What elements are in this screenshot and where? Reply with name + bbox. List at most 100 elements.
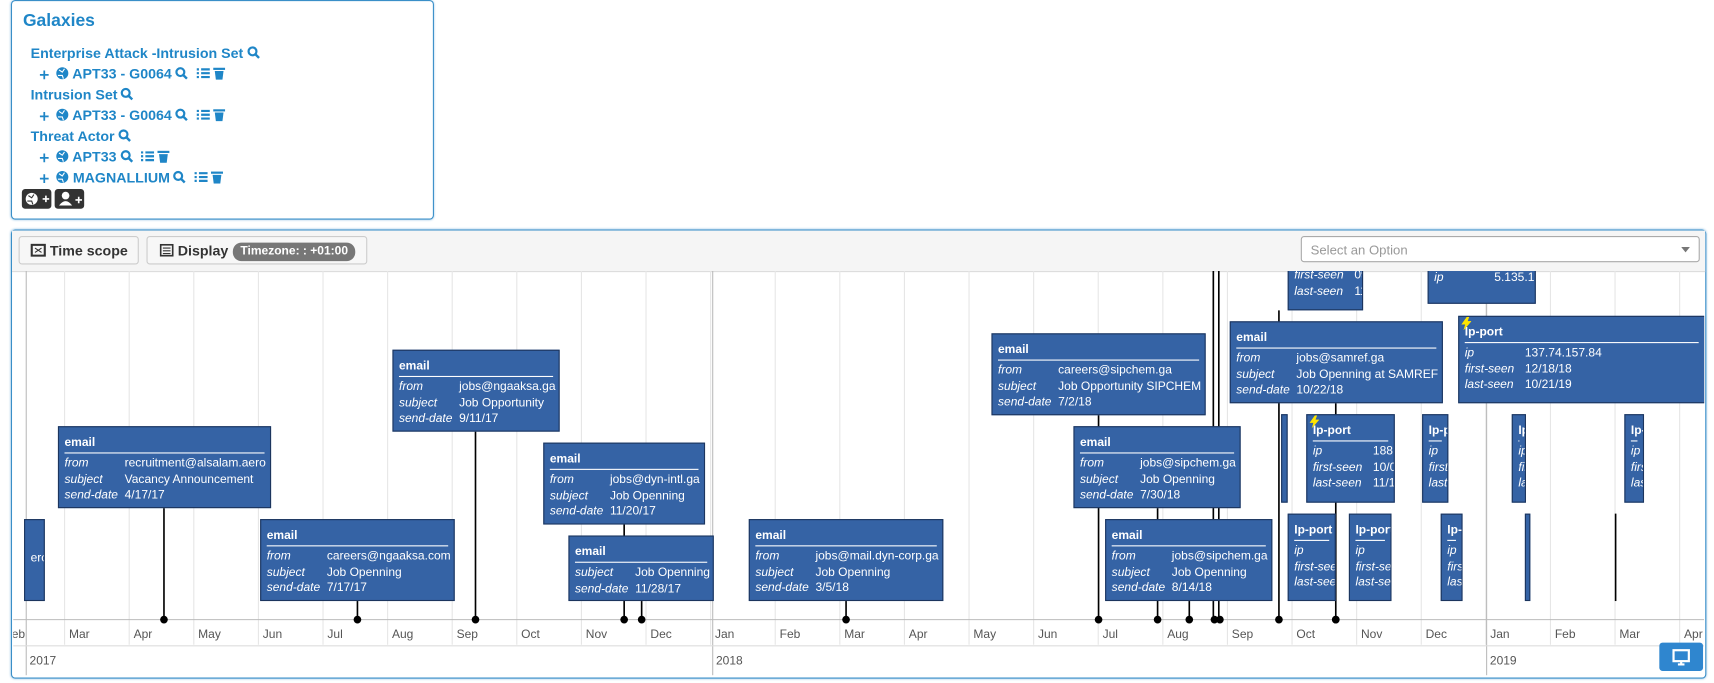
item-field: ip [1518,444,1525,460]
timeline-item [1524,513,1531,602]
item-field: subject Job Openning [755,564,936,580]
item-title: Ip-port [1309,415,1389,442]
field-key: ip [1630,444,1641,458]
item-field: last-seen 11 [1294,284,1362,300]
button-label: Display [177,242,229,259]
field-key: ip [1518,444,1525,458]
timeline-item[interactable]: email from jobs@sipchem.ga subject Job Openn… [1073,426,1241,509]
timeline-item[interactable]: email from jobs@ngaaksa.ga subject Job Oppor… [392,349,560,432]
field-key: from [266,549,291,563]
field-key: last-seen [1464,378,1514,392]
field-key: first-seen [1294,271,1344,282]
field-value: 4/17/17 [124,488,165,502]
field-key: first-seen [1630,460,1643,474]
field-key: send-date [266,581,321,595]
item-field: last-seen [1631,475,1643,491]
field-value: Job Openning [1140,472,1215,486]
field-key: subject [549,489,588,503]
timeline-item[interactable]: ero [24,519,45,602]
timeline-item[interactable]: first-seen 09 last-seen 11 [1287,271,1364,311]
item-field: ip [1631,444,1640,460]
item-field: send-date 3/5/18 [755,580,936,596]
month-label: Jun [1038,627,1057,641]
add-user-galaxy-button[interactable] [54,189,85,209]
timeline-item[interactable]: Ip-port ip 188. first-seen 10/0 last-seen 11/1 [1306,414,1395,503]
month-label: Aug [1167,627,1188,641]
item-title: email [1111,529,1266,547]
month-label: Aug [392,627,413,641]
field-value: jobs@samref.ga [1296,351,1385,365]
item-title: email [1079,436,1235,454]
field-key: first-seen [1428,460,1449,474]
timeline-item[interactable]: Ip-port ip 137.74.157.84 first-seen 12/18/18… [1458,315,1705,404]
field-key: ip [1355,544,1365,558]
event-dot [1216,615,1224,624]
item-field: from jobs@mail.dyn-corp.ga [755,549,938,565]
field-value: careers@ngaaksa.com [326,549,451,563]
event-dot [1210,615,1219,624]
field-key: ip [1428,444,1439,458]
item-field: from jobs@dyn-intl.ga [550,472,700,488]
fullscreen-button[interactable] [1659,642,1704,671]
item-field: ip [1294,543,1329,559]
item-field: last-seen [1447,575,1461,591]
item-field: from jobs@ngaaksa.ga [399,379,556,395]
event-dot [1331,615,1340,624]
field-value: 7/17/17 [326,581,367,595]
item-field: last-seen [1355,575,1390,591]
field-key: send-date [1111,581,1166,595]
year-label: 2018 [716,653,743,667]
field-key: send-date [1236,383,1290,397]
event-dot [160,615,168,624]
field-key: subject [574,566,614,580]
event-dot [471,615,480,624]
field-key: last-seen [1447,575,1463,590]
item-field: first-seen 09 [1294,271,1362,284]
field-value: Job Openning at SAMREF [1296,367,1439,381]
timeline-item[interactable]: ip 5.135.1 [1427,271,1536,304]
item-field: first-seen 12/18/18 [1461,316,1699,377]
item-field: from careers@sipchem.ga [998,363,1199,379]
field-key: subject [998,379,1037,393]
timeline-item[interactable]: email from careers@ngaaksa.com subject Job O… [260,519,455,602]
field-key: first-seen [1294,560,1334,574]
item-title: Ip-port [1518,424,1525,442]
item-title: email [998,343,1200,361]
field-value: ero [30,551,44,565]
field-value: 5.135.1 [1494,271,1535,285]
item-title: Ip-port [1447,523,1461,541]
timeline-item[interactable]: email from recruitment@alsalam.aero subject… [57,426,272,509]
field-value: Job Opportunity [459,396,544,410]
button-row [21,189,88,214]
timeline-item[interactable]: email from jobs@dyn-intl.ga subject Job Open… [543,442,706,525]
display-button[interactable]: Display Timezone: : +01:00 [146,236,368,265]
timeline-item[interactable]: email subject Job Openning send-date 11/28/1… [568,535,714,602]
item-field: subject Vacancy Announcement [64,472,264,488]
item-title: Ip-port [1294,523,1332,541]
time-scope-button[interactable]: Time scope [18,236,139,265]
timeline-item[interactable]: email from jobs@mail.dyn-corp.ga subject Job… [748,519,944,602]
timeline-item[interactable]: email from careers@sipchem.ga subject Job Op… [991,333,1206,416]
item-field: ero [31,551,44,567]
event-dot [1094,615,1103,624]
field-key: from [1111,549,1136,563]
option-select[interactable]: Select an Option [1300,236,1700,263]
item-field: subject Job Opportunity [399,395,553,411]
field-key: first-seen [1447,560,1461,574]
timeline-item[interactable]: email from jobs@samref.ga subject Job Openni… [1229,321,1443,404]
field-key: subject [64,472,103,486]
add-galaxy-button[interactable] [21,189,52,209]
item-title: email [1236,331,1437,349]
item-field: send-date 11/20/17 [550,504,699,520]
timeline-item[interactable]: email from jobs@sipchem.ga subject Job Openn… [1105,519,1273,602]
field-value: 7/2/18 [1058,395,1092,409]
item-name: MAGNALLIUM [72,169,170,186]
item-field: send-date 7/30/18 [1080,487,1234,503]
